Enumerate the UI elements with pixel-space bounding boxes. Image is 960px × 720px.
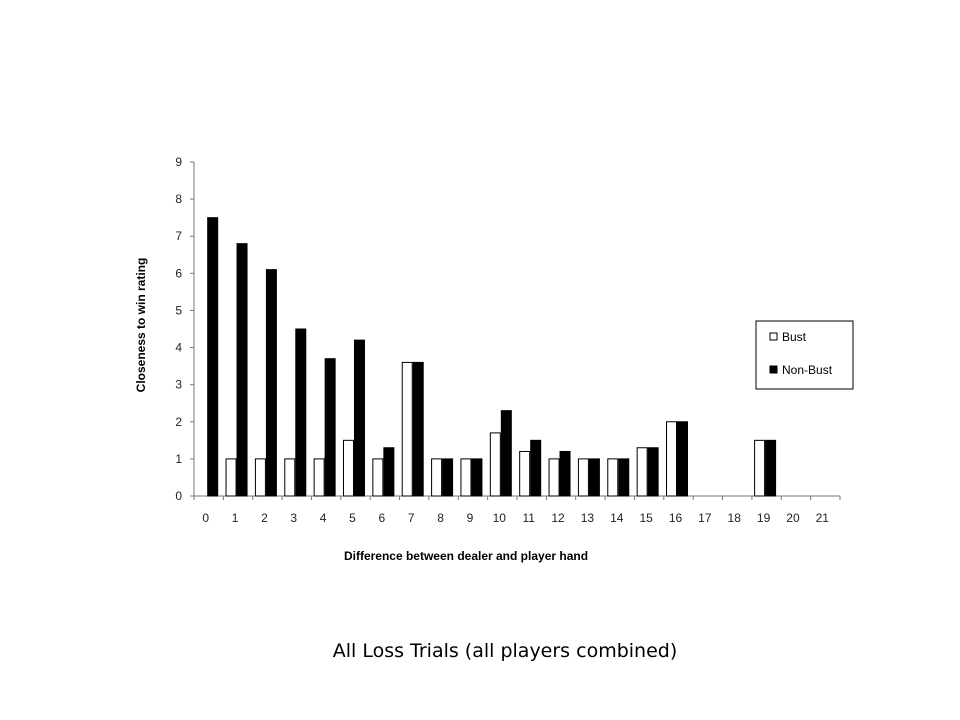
legend: Bust Non-Bust [755,320,854,390]
y-tick-label: 7 [175,229,182,243]
x-tick-label: 10 [493,511,507,525]
x-tick-label: 21 [816,511,830,525]
y-tick-label: 2 [175,415,182,429]
y-axis-title: Closeness to win rating [134,258,148,393]
bar-bust [372,458,384,497]
legend-label: Bust [782,330,807,344]
legend-swatch [769,365,778,374]
legend-box [755,320,854,390]
bar-non-bust [765,439,777,497]
bar-bust [225,458,237,497]
x-tick-label: 19 [757,511,771,525]
bar-bust [607,458,619,497]
bar-bust [754,439,766,497]
x-tick-label: 6 [379,511,386,525]
y-tick-label: 6 [175,266,182,280]
bar-non-bust [354,339,365,497]
y-tick-label: 0 [175,489,182,503]
x-axis-title: Difference between dealer and player han… [344,549,588,563]
bar-non-bust [559,450,571,497]
bar-non-bust [383,447,395,497]
bar-non-bust [324,358,336,497]
x-tick-label: 11 [522,511,535,525]
bar-bust [343,439,354,497]
x-tick-label: 14 [610,511,624,525]
x-tick-label: 3 [290,511,297,525]
bar-non-bust [236,243,248,497]
bar-non-bust [647,447,659,497]
bar-non-bust [207,217,219,497]
x-tick-label: 7 [408,511,415,525]
x-tick-label: 0 [202,511,209,525]
x-tick-label: 13 [581,511,595,525]
x-tick-label: 15 [639,511,653,525]
bar-non-bust [265,269,277,497]
x-tick-label: 1 [232,511,239,525]
bar-non-bust [677,421,688,497]
slide-caption: All Loss Trials (all players combined) [332,640,678,662]
y-tick-label: 8 [175,192,182,206]
bar-bust [313,458,325,497]
bar-bust [636,447,648,497]
bar-non-bust [471,458,483,497]
bar-bust [548,458,560,497]
x-tick-label: 18 [728,511,742,525]
legend-label: Non-Bust [782,363,833,377]
x-tick-label: 12 [551,511,565,525]
bar-non-bust [295,328,307,497]
bar-bust [489,432,501,497]
bar-bust [254,458,266,497]
bar-non-bust [530,439,542,497]
x-tick-label: 8 [437,511,444,525]
bar-bust [519,450,531,497]
bar-non-bust [500,410,512,497]
y-tick-label: 4 [175,341,182,355]
x-tick-label: 17 [698,511,712,525]
bar-bust [284,458,296,497]
bar-bust [460,458,472,497]
bar-non-bust [442,458,454,497]
x-tick-label: 4 [320,511,327,525]
bar-non-bust [588,458,600,497]
y-tick-label: 3 [175,378,182,392]
bar-bust [431,458,443,497]
y-tick-label: 1 [175,452,182,466]
legend-swatch [769,332,778,341]
x-tick-label: 16 [669,511,683,525]
y-tick-label: 9 [175,155,182,169]
bar-non-bust [618,458,630,497]
x-tick-label: 9 [467,511,474,525]
bar-bust [577,458,589,497]
x-tick-label: 2 [261,511,268,525]
bar-bust [666,421,677,497]
x-tick-label: 5 [349,511,356,525]
y-tick-label: 5 [175,303,182,317]
bar-bust [401,361,413,497]
x-tick-label: 20 [786,511,800,525]
bar-non-bust [412,361,424,497]
